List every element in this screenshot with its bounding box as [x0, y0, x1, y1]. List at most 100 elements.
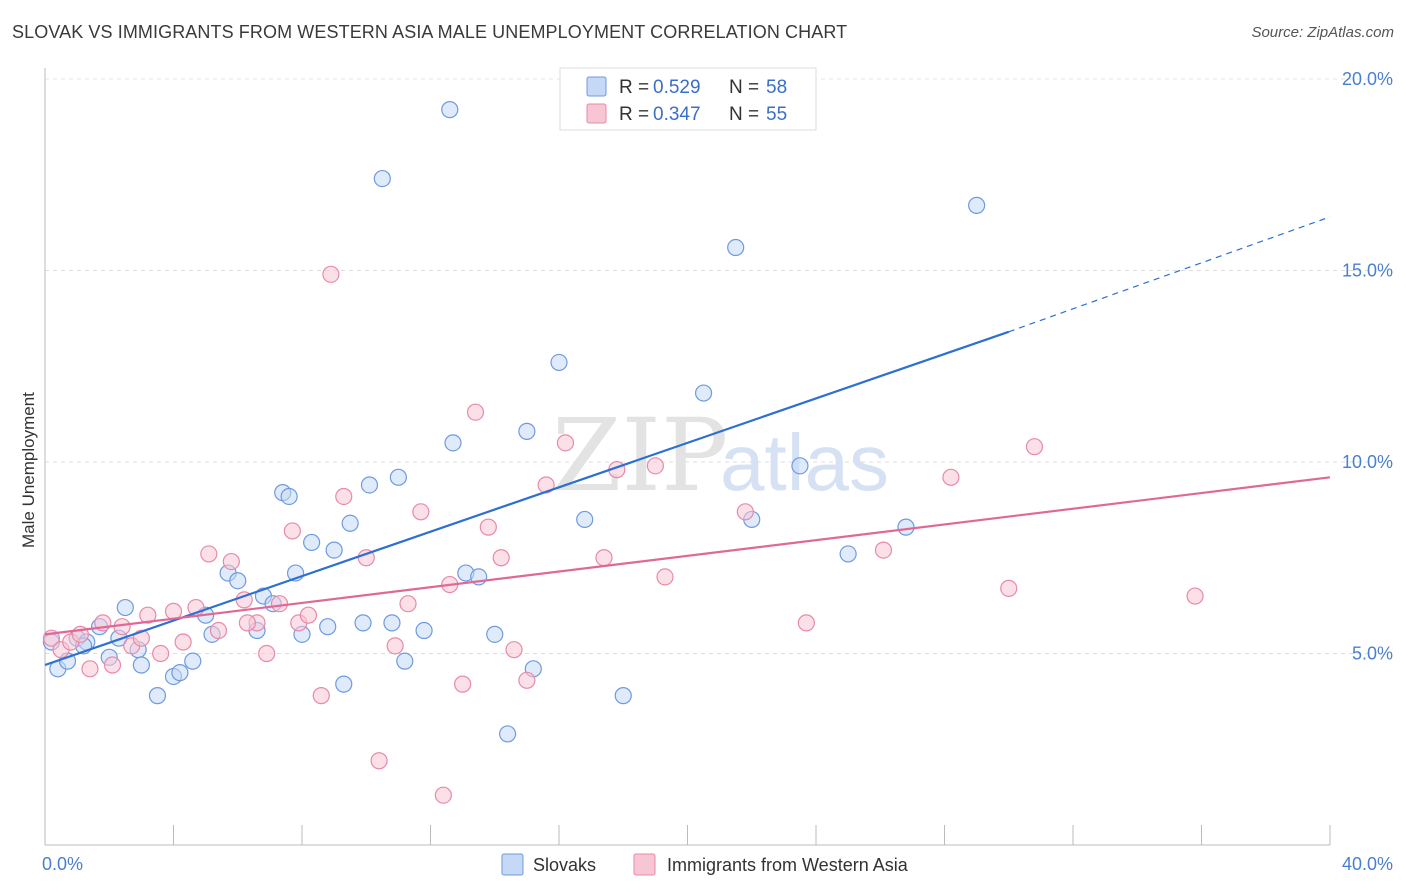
axes	[44, 68, 1331, 846]
point-western-asia	[646, 457, 664, 475]
legend-n-label-western-asia: N =	[729, 104, 759, 125]
point-western-asia	[139, 606, 157, 624]
point-slovaks	[116, 598, 134, 617]
point-slovaks	[132, 656, 150, 674]
chart-source: Source: ZipAtlas.com	[1251, 24, 1394, 41]
point-slovaks	[335, 675, 353, 693]
legend-swatch-slovaks	[586, 76, 607, 97]
point-slovaks	[441, 101, 459, 119]
y-tick-label: 20.0%	[1342, 69, 1393, 89]
point-slovaks	[694, 384, 713, 402]
legend-swatch-western-asia	[586, 103, 607, 124]
point-slovaks	[319, 618, 337, 636]
point-slovaks	[389, 468, 407, 486]
legend-r-label-western-asia: R =	[619, 104, 649, 125]
point-western-asia	[312, 687, 330, 705]
point-slovaks	[280, 487, 298, 506]
point-western-asia	[386, 637, 404, 655]
legend-r-label-slovaks: R =	[619, 77, 649, 98]
point-western-asia	[434, 786, 452, 804]
point-slovaks	[727, 238, 745, 257]
point-slovaks	[303, 533, 321, 552]
point-slovaks	[184, 652, 202, 670]
point-slovaks	[383, 614, 401, 632]
y-axis-label: Male Unemployment	[19, 392, 38, 548]
point-western-asia	[1025, 438, 1044, 456]
point-western-asia	[736, 503, 754, 521]
watermark: ZIP atlas	[552, 397, 889, 514]
point-slovaks	[396, 652, 414, 670]
bottom-legend-swatch-western-asia	[633, 853, 656, 876]
point-western-asia	[656, 568, 674, 586]
point-western-asia	[200, 545, 218, 563]
point-western-asia	[370, 752, 388, 770]
point-western-asia	[299, 606, 318, 624]
point-western-asia	[454, 675, 472, 693]
point-western-asia	[209, 621, 228, 640]
point-slovaks	[360, 476, 379, 494]
point-slovaks	[415, 621, 433, 640]
bottom-legend-label-slovaks: Slovaks	[533, 855, 596, 875]
point-western-asia	[103, 656, 122, 674]
point-western-asia	[505, 641, 523, 659]
point-western-asia	[174, 633, 192, 651]
point-slovaks	[486, 625, 504, 643]
point-western-asia	[270, 595, 289, 613]
legend-box: R = 0.529 N = 58 R = 0.347 N = 55	[559, 67, 817, 131]
x-tick-label: 40.0%	[1342, 854, 1393, 874]
point-western-asia	[797, 614, 815, 632]
chart-title: SLOVAK VS IMMIGRANTS FROM WESTERN ASIA M…	[12, 22, 848, 42]
legend-n-label-slovaks: N =	[729, 77, 759, 98]
point-slovaks	[171, 664, 189, 682]
bottom-legend-label-western-asia: Immigrants from Western Asia	[667, 855, 909, 875]
point-western-asia	[335, 487, 353, 506]
point-western-asia	[1186, 587, 1204, 605]
point-western-asia	[412, 503, 430, 521]
point-slovaks	[839, 545, 857, 563]
scatter-points	[42, 78, 1204, 804]
trend-line-western-asia	[44, 476, 1331, 636]
point-slovaks	[229, 572, 247, 590]
point-slovaks	[148, 687, 167, 705]
trend-line-slovaks	[44, 330, 1010, 667]
legend-n-value-slovaks: 58	[766, 77, 787, 98]
point-western-asia	[492, 549, 510, 567]
legend-r-value-western-asia: 0.347	[653, 104, 701, 125]
legend-n-value-western-asia: 55	[766, 104, 787, 125]
point-slovaks	[614, 687, 632, 705]
point-western-asia	[479, 518, 497, 536]
point-slovaks	[354, 614, 372, 632]
point-western-asia	[258, 644, 276, 663]
point-western-asia	[556, 434, 575, 452]
y-tick-labels: 5.0% 10.0% 15.0% 20.0%	[1342, 69, 1393, 664]
point-slovaks	[373, 169, 391, 188]
point-western-asia	[81, 660, 99, 678]
point-slovaks	[897, 518, 915, 536]
point-western-asia	[283, 522, 301, 540]
point-slovaks	[968, 196, 986, 214]
trend-extension-slovaks	[1008, 216, 1331, 333]
point-western-asia	[399, 595, 417, 613]
point-western-asia	[1000, 579, 1018, 597]
point-slovaks	[444, 434, 462, 452]
y-tick-label: 5.0%	[1352, 644, 1393, 664]
legend-r-value-slovaks: 0.529	[653, 77, 701, 98]
point-slovaks	[550, 353, 568, 372]
y-tick-label: 10.0%	[1342, 452, 1393, 472]
y-tick-label: 15.0%	[1342, 261, 1393, 281]
point-slovaks	[341, 514, 359, 532]
point-western-asia	[466, 403, 485, 421]
point-western-asia	[518, 671, 536, 689]
point-western-asia	[595, 549, 613, 567]
bottom-legend-swatch-slovaks	[501, 853, 524, 876]
point-western-asia	[238, 614, 256, 632]
point-western-asia	[322, 265, 340, 283]
x-tick-labels: 0.0% 40.0%	[42, 854, 1393, 874]
point-slovaks	[325, 541, 343, 559]
point-western-asia	[942, 468, 960, 486]
grid-lines	[45, 78, 1370, 654]
point-western-asia	[222, 552, 240, 571]
x-tick-label: 0.0%	[42, 854, 83, 874]
point-slovaks	[518, 422, 536, 440]
